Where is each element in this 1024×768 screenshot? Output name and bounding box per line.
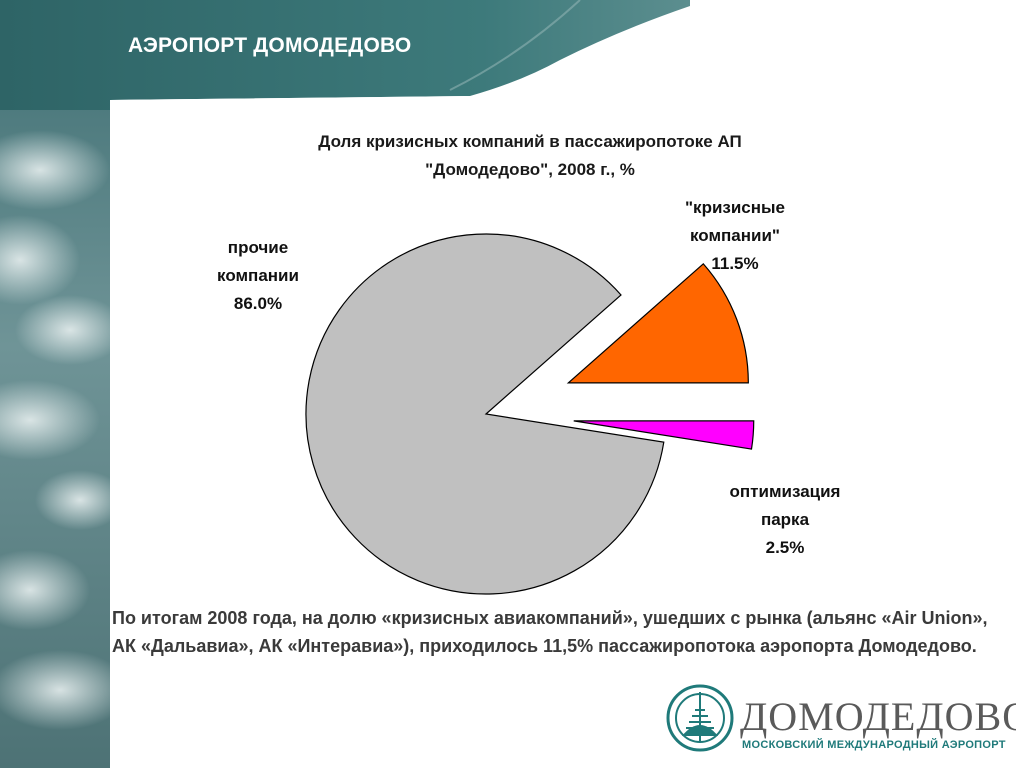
company-logo: ДОМОДЕДОВО МОСКОВСКИЙ МЕЖДУНАРОДНЫЙ АЭРО… — [656, 674, 1016, 764]
chart-title-line2: "Домодедово", 2008 г., % — [425, 160, 635, 179]
summary-text: По итогам 2008 года, на долю «кризисных … — [112, 608, 988, 656]
pie-slice-crisis — [566, 263, 749, 384]
clouds — [0, 130, 130, 730]
slice-label-other-line2: компании — [217, 266, 299, 285]
chart-title-line1: Доля кризисных компаний в пассажиропоток… — [318, 132, 742, 151]
slice-value-crisis: 11.5% — [711, 254, 759, 273]
logo-tagline: МОСКОВСКИЙ МЕЖДУНАРОДНЫЙ АЭРОПОРТ — [742, 738, 1006, 751]
slice-label-fleet: оптимизация парка 2.5% — [710, 478, 860, 562]
pie-slice-other — [305, 233, 665, 595]
slice-label-other: прочие компании 86.0% — [190, 234, 326, 318]
logo-name: ДОМОДЕДОВО — [740, 694, 1016, 739]
slice-value-fleet: 2.5% — [765, 538, 805, 557]
slice-label-crisis: "кризисные компании" 11.5% — [660, 194, 810, 278]
slice-label-crisis-line1: "кризисные — [685, 198, 785, 217]
page-title: АЭРОПОРТ ДОМОДЕДОВО — [128, 34, 412, 57]
logo-emblem-icon — [666, 684, 734, 752]
slice-label-fleet-line2: парка — [760, 510, 810, 529]
pie-slice-fleet — [573, 420, 755, 450]
slice-label-fleet-line1: оптимизация — [729, 482, 841, 501]
slice-label-other-line1: прочие — [227, 238, 289, 257]
slice-label-crisis-line2: компании" — [690, 226, 780, 245]
slice-value-other: 86.0% — [233, 294, 283, 313]
chart-title: Доля кризисных компаний в пассажиропоток… — [230, 128, 830, 184]
